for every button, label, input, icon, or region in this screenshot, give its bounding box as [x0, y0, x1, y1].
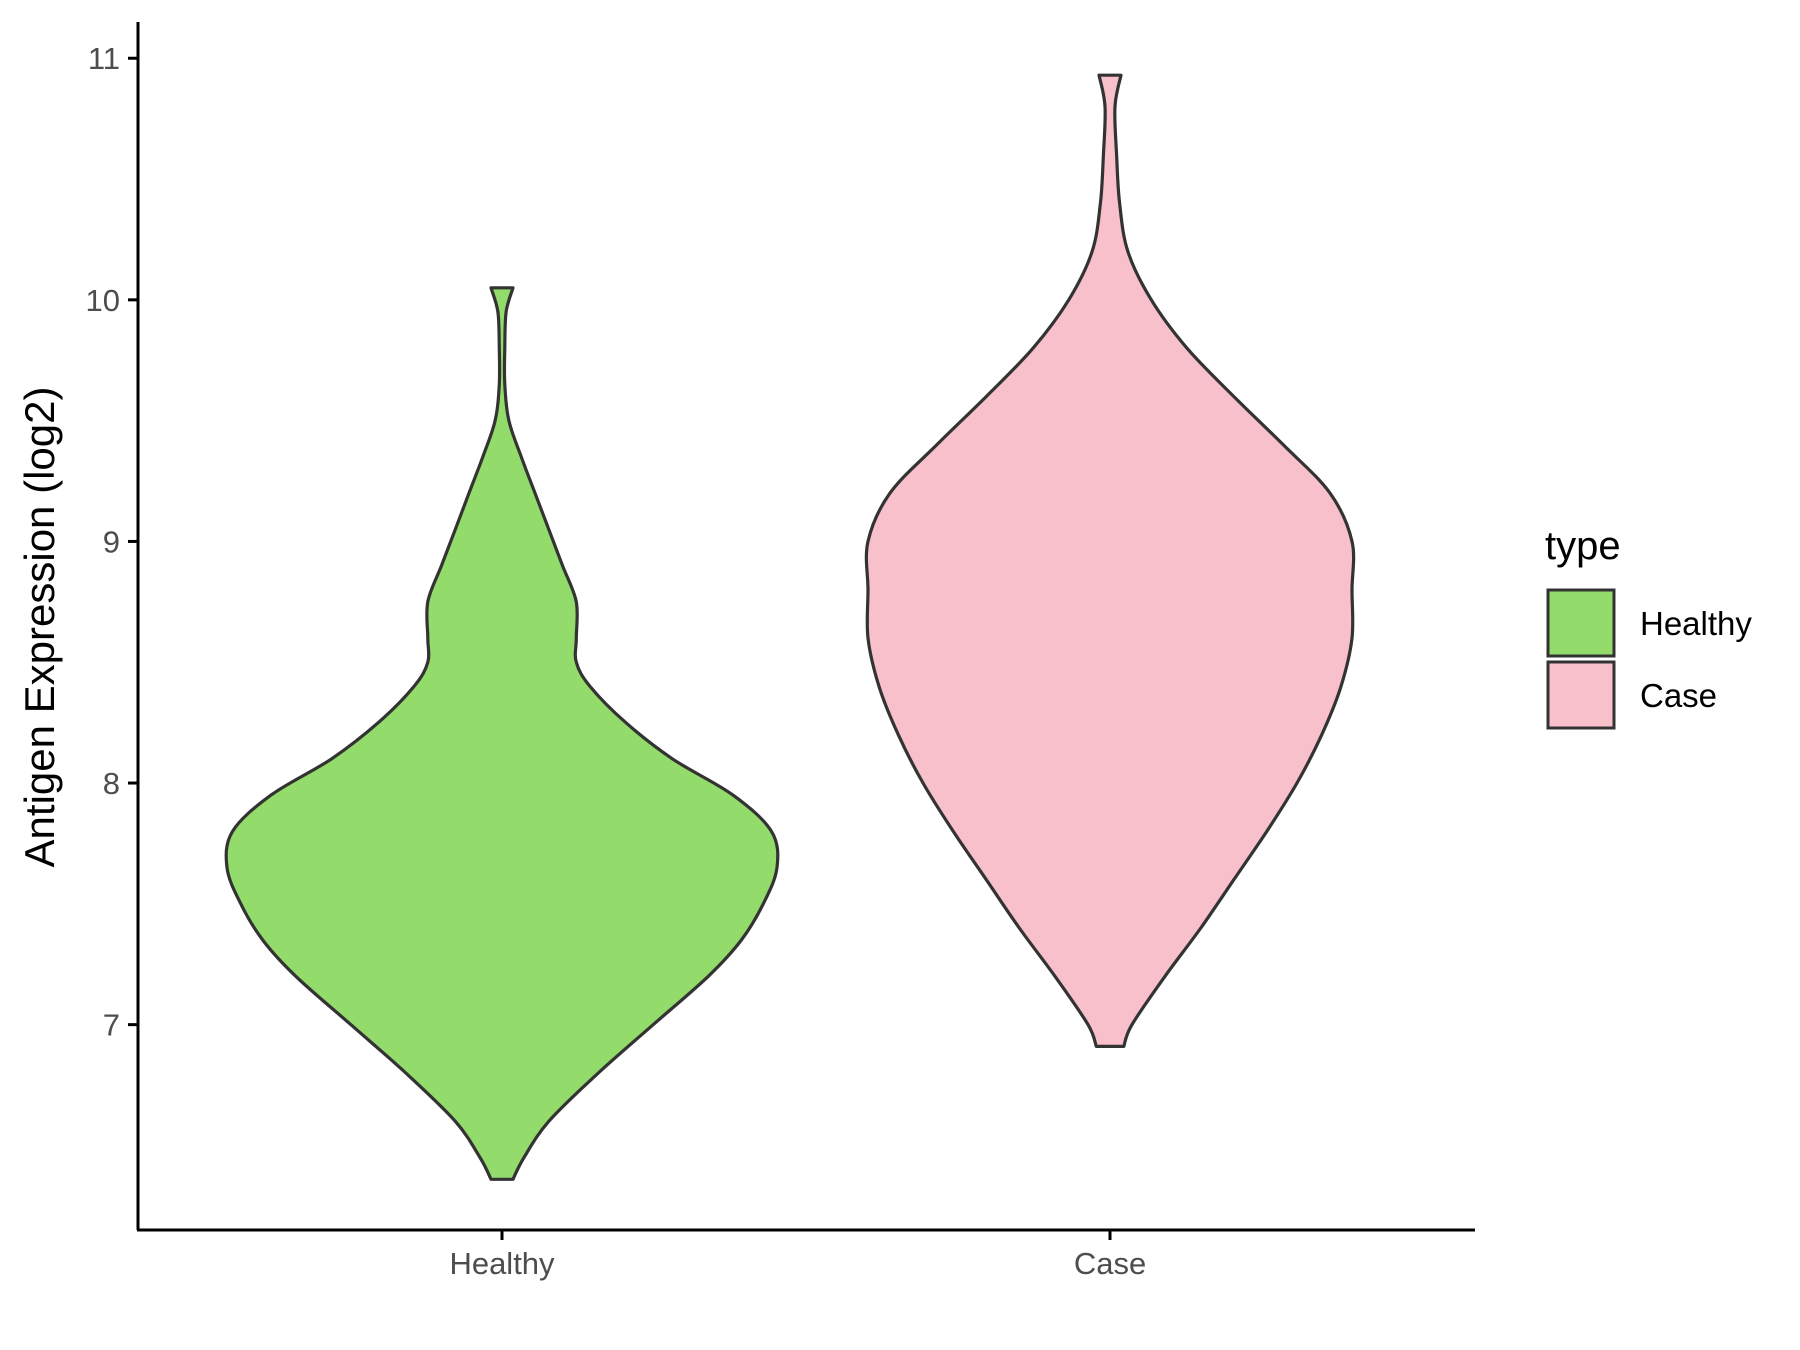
- legend-swatch-case: [1546, 660, 1616, 730]
- legend-label-case: Case: [1640, 677, 1717, 714]
- y-tick-label: 11: [88, 41, 120, 76]
- legend-swatch-healthy: [1546, 588, 1616, 658]
- violin-layer: [224, 73, 1356, 1181]
- violin-case: [864, 73, 1356, 1048]
- y-axis-title: Antigen Expression (log2): [16, 387, 63, 868]
- y-tick-label: 10: [86, 283, 120, 318]
- y-tick-label: 8: [103, 766, 120, 801]
- y-axis-ticks: 7 8 9 10 11: [86, 41, 138, 1043]
- y-tick-label: 9: [103, 524, 120, 559]
- x-tick-label: Healthy: [449, 1246, 555, 1281]
- legend-entries: Healthy Case: [1546, 588, 1752, 730]
- legend-title: type: [1545, 524, 1621, 568]
- x-tick-label: Case: [1074, 1246, 1146, 1281]
- x-axis-ticks: Healthy Case: [449, 1230, 1146, 1281]
- legend-label-healthy: Healthy: [1640, 605, 1752, 642]
- y-tick-label: 7: [103, 1008, 120, 1043]
- legend: type Healthy Case: [1545, 524, 1752, 730]
- violin-healthy: [224, 286, 780, 1181]
